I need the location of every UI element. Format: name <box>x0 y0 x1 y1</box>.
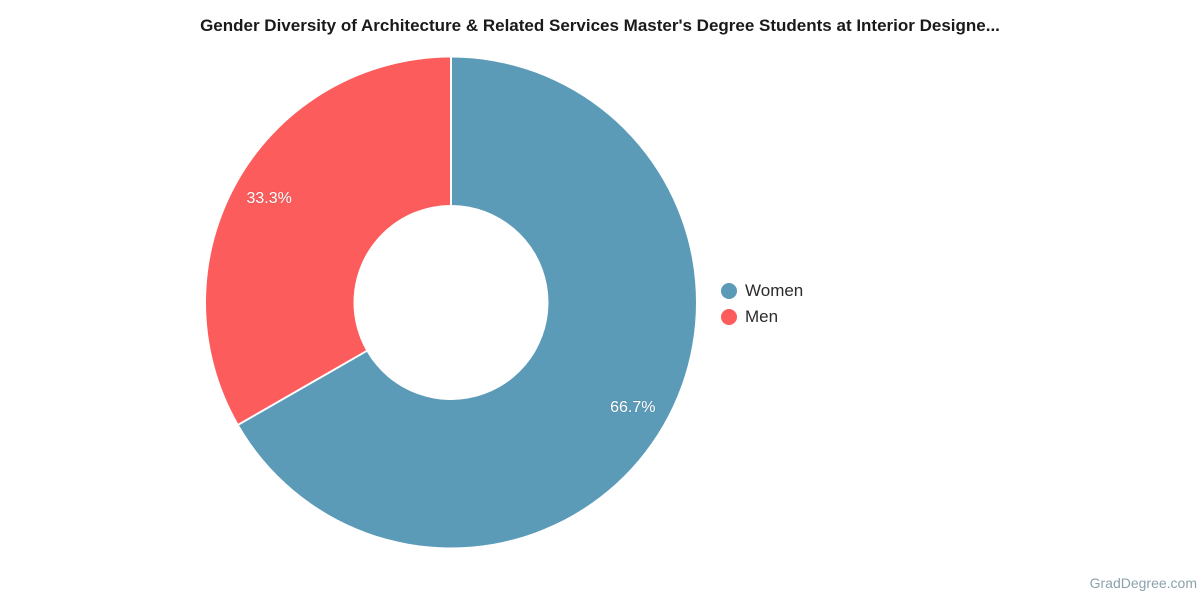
svg-text:66.7%: 66.7% <box>610 399 655 416</box>
svg-text:33.3%: 33.3% <box>247 190 292 207</box>
